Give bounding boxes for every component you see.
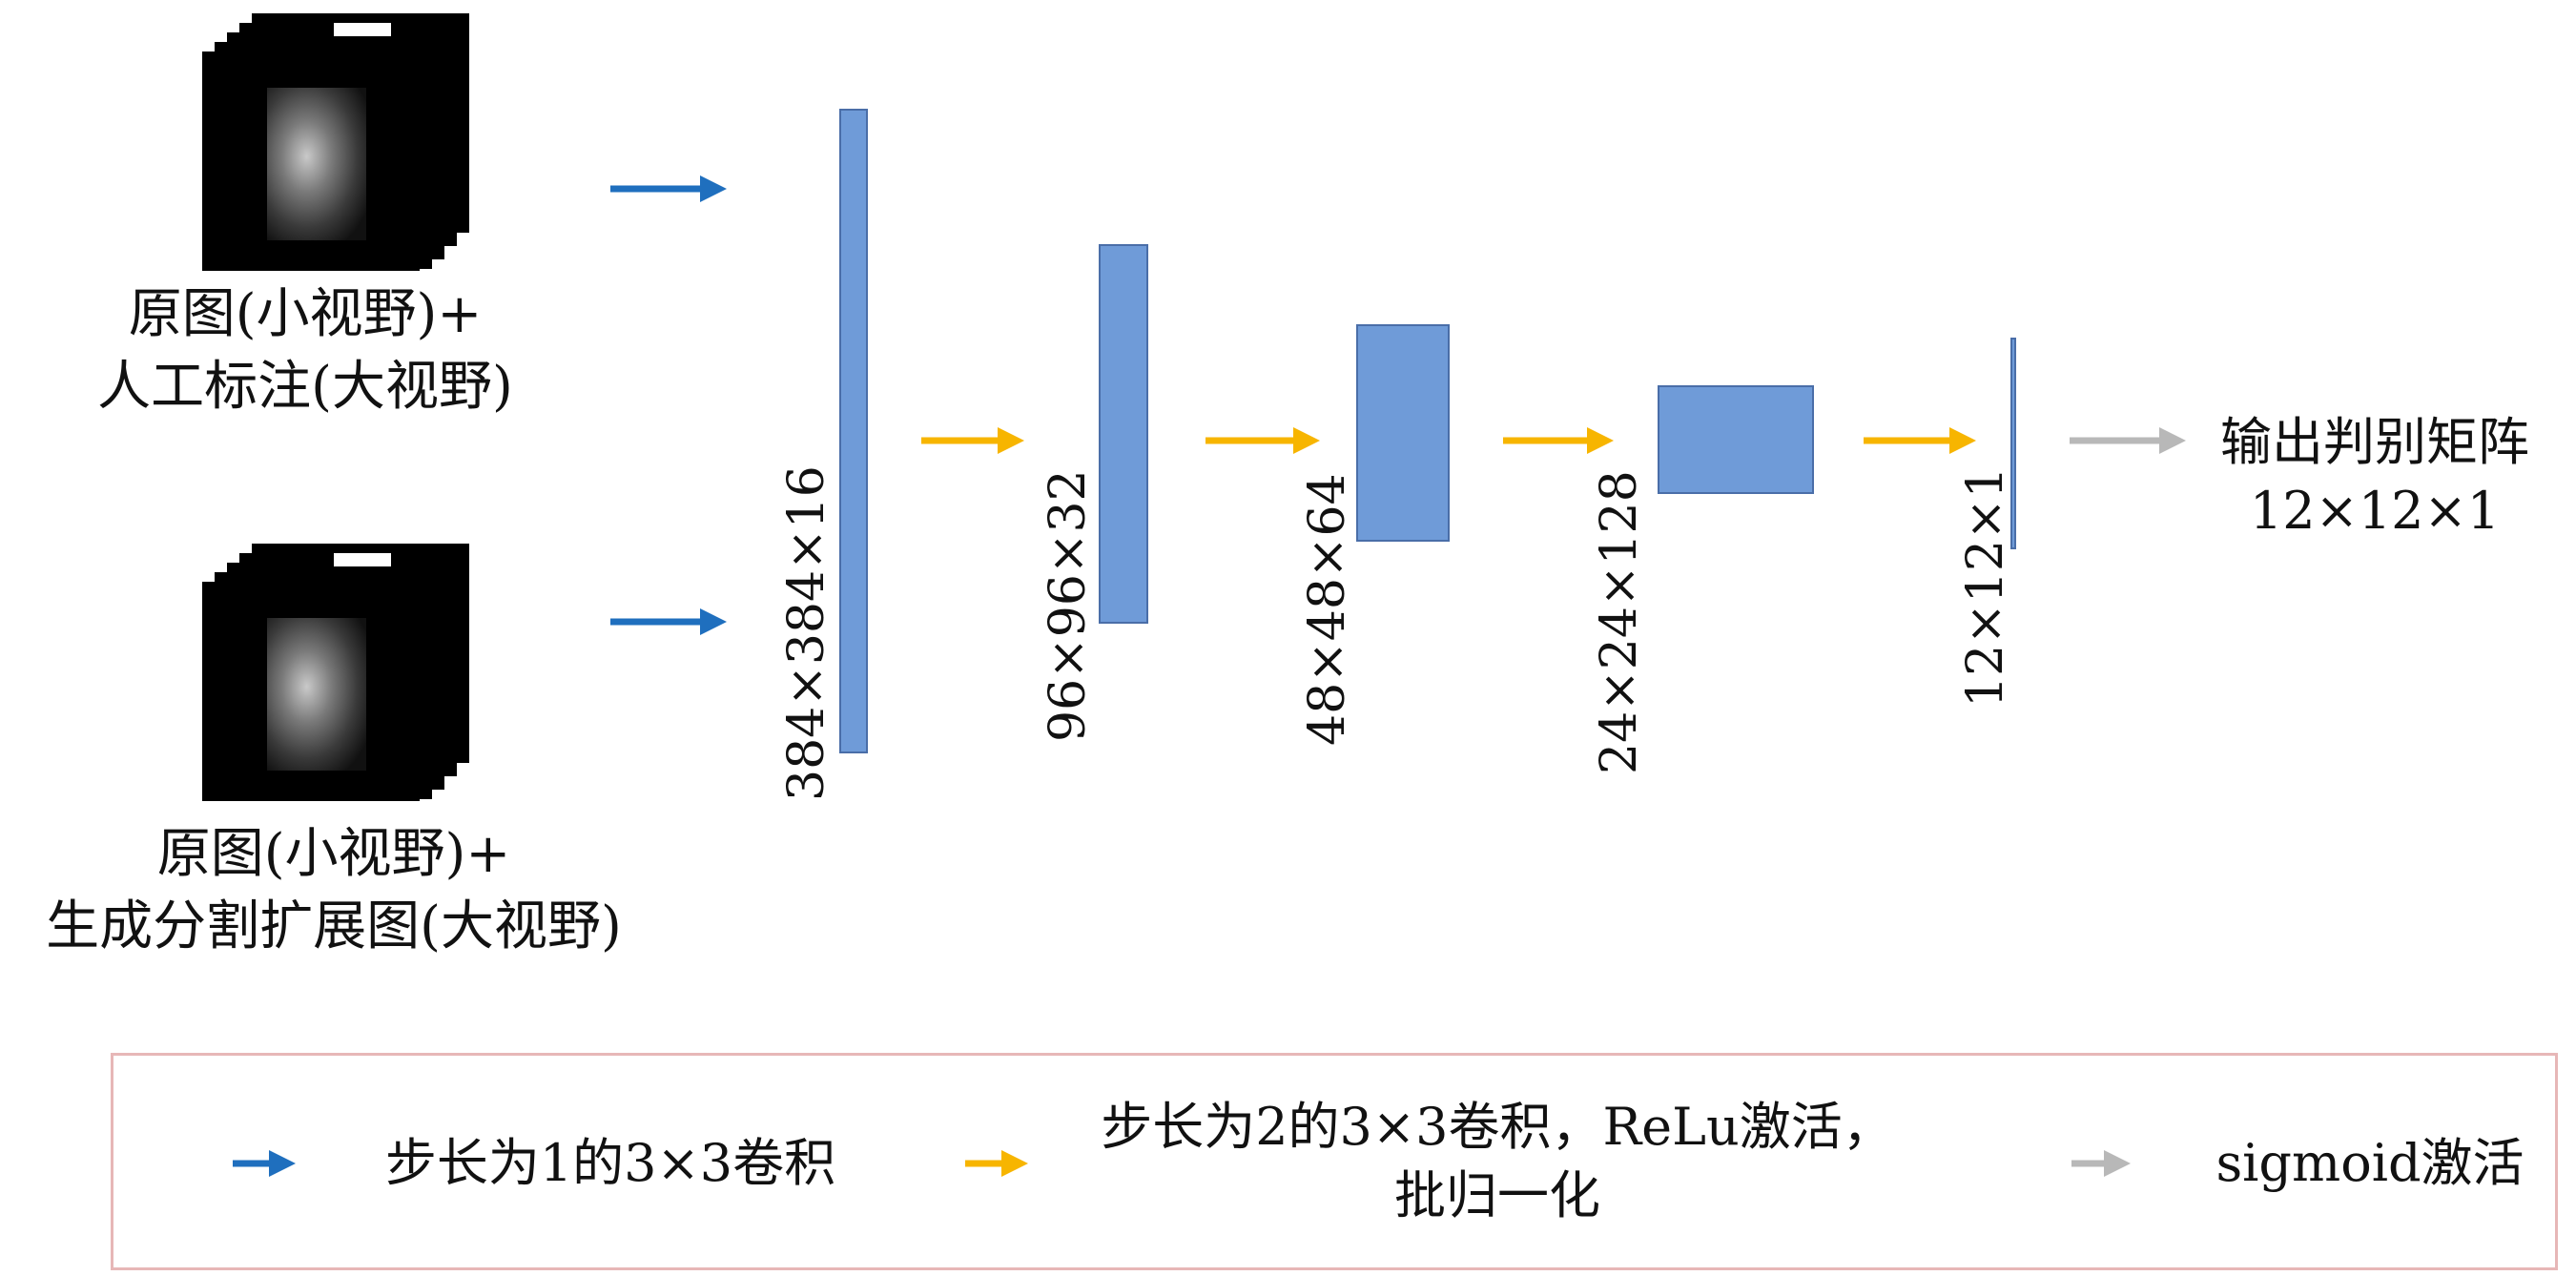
- legend-item-2-line1: 步长为2的3×3卷积，ReLu激活，: [1101, 1097, 1894, 1157]
- input-caption-2: 原图(小视野)+ 生成分割扩展图(大视野): [19, 818, 649, 963]
- layer-label-3: 48×48×64: [1299, 473, 1356, 746]
- mri-image-stack-icon: [202, 530, 469, 802]
- layer-block-4: [1658, 385, 1814, 494]
- input-caption-2-line2: 生成分割扩展图(大视野): [46, 895, 622, 957]
- layer-block-1: [839, 109, 868, 753]
- layer-block-3: [1356, 324, 1450, 542]
- legend-item-1-text: 步长为1的3×3卷积: [384, 1133, 836, 1193]
- layer-block-2: [1099, 244, 1148, 624]
- input-caption-1-line1: 原图(小视野)+: [128, 283, 483, 345]
- input-caption-1-line2: 人工标注(大视野): [97, 356, 513, 418]
- legend-item-2-line2: 批归一化: [1394, 1165, 1600, 1225]
- layer-label-1: 384×384×16: [778, 465, 835, 801]
- legend-item-2-text: 步长为2的3×3卷积，ReLu激活， 批归一化: [1068, 1093, 1927, 1230]
- legend: [111, 1053, 2558, 1270]
- layer-block-5: [2010, 338, 2016, 549]
- output-caption: 输出判别矩阵 12×12×1: [2194, 408, 2556, 545]
- mri-image-stack-icon: [202, 0, 469, 272]
- legend-item-3-text: sigmoid激活: [2215, 1133, 2524, 1193]
- layer-label-4: 24×24×128: [1591, 470, 1648, 774]
- output-caption-line1: 输出判别矩阵: [2220, 412, 2529, 472]
- layer-label-5: 12×12×1: [1957, 466, 2014, 708]
- input-caption-2-line1: 原图(小视野)+: [156, 823, 511, 885]
- layer-label-2: 96×96×32: [1040, 469, 1097, 742]
- input-caption-1: 原图(小视野)+ 人工标注(大视野): [19, 278, 591, 423]
- output-caption-line2: 12×12×1: [2249, 481, 2501, 541]
